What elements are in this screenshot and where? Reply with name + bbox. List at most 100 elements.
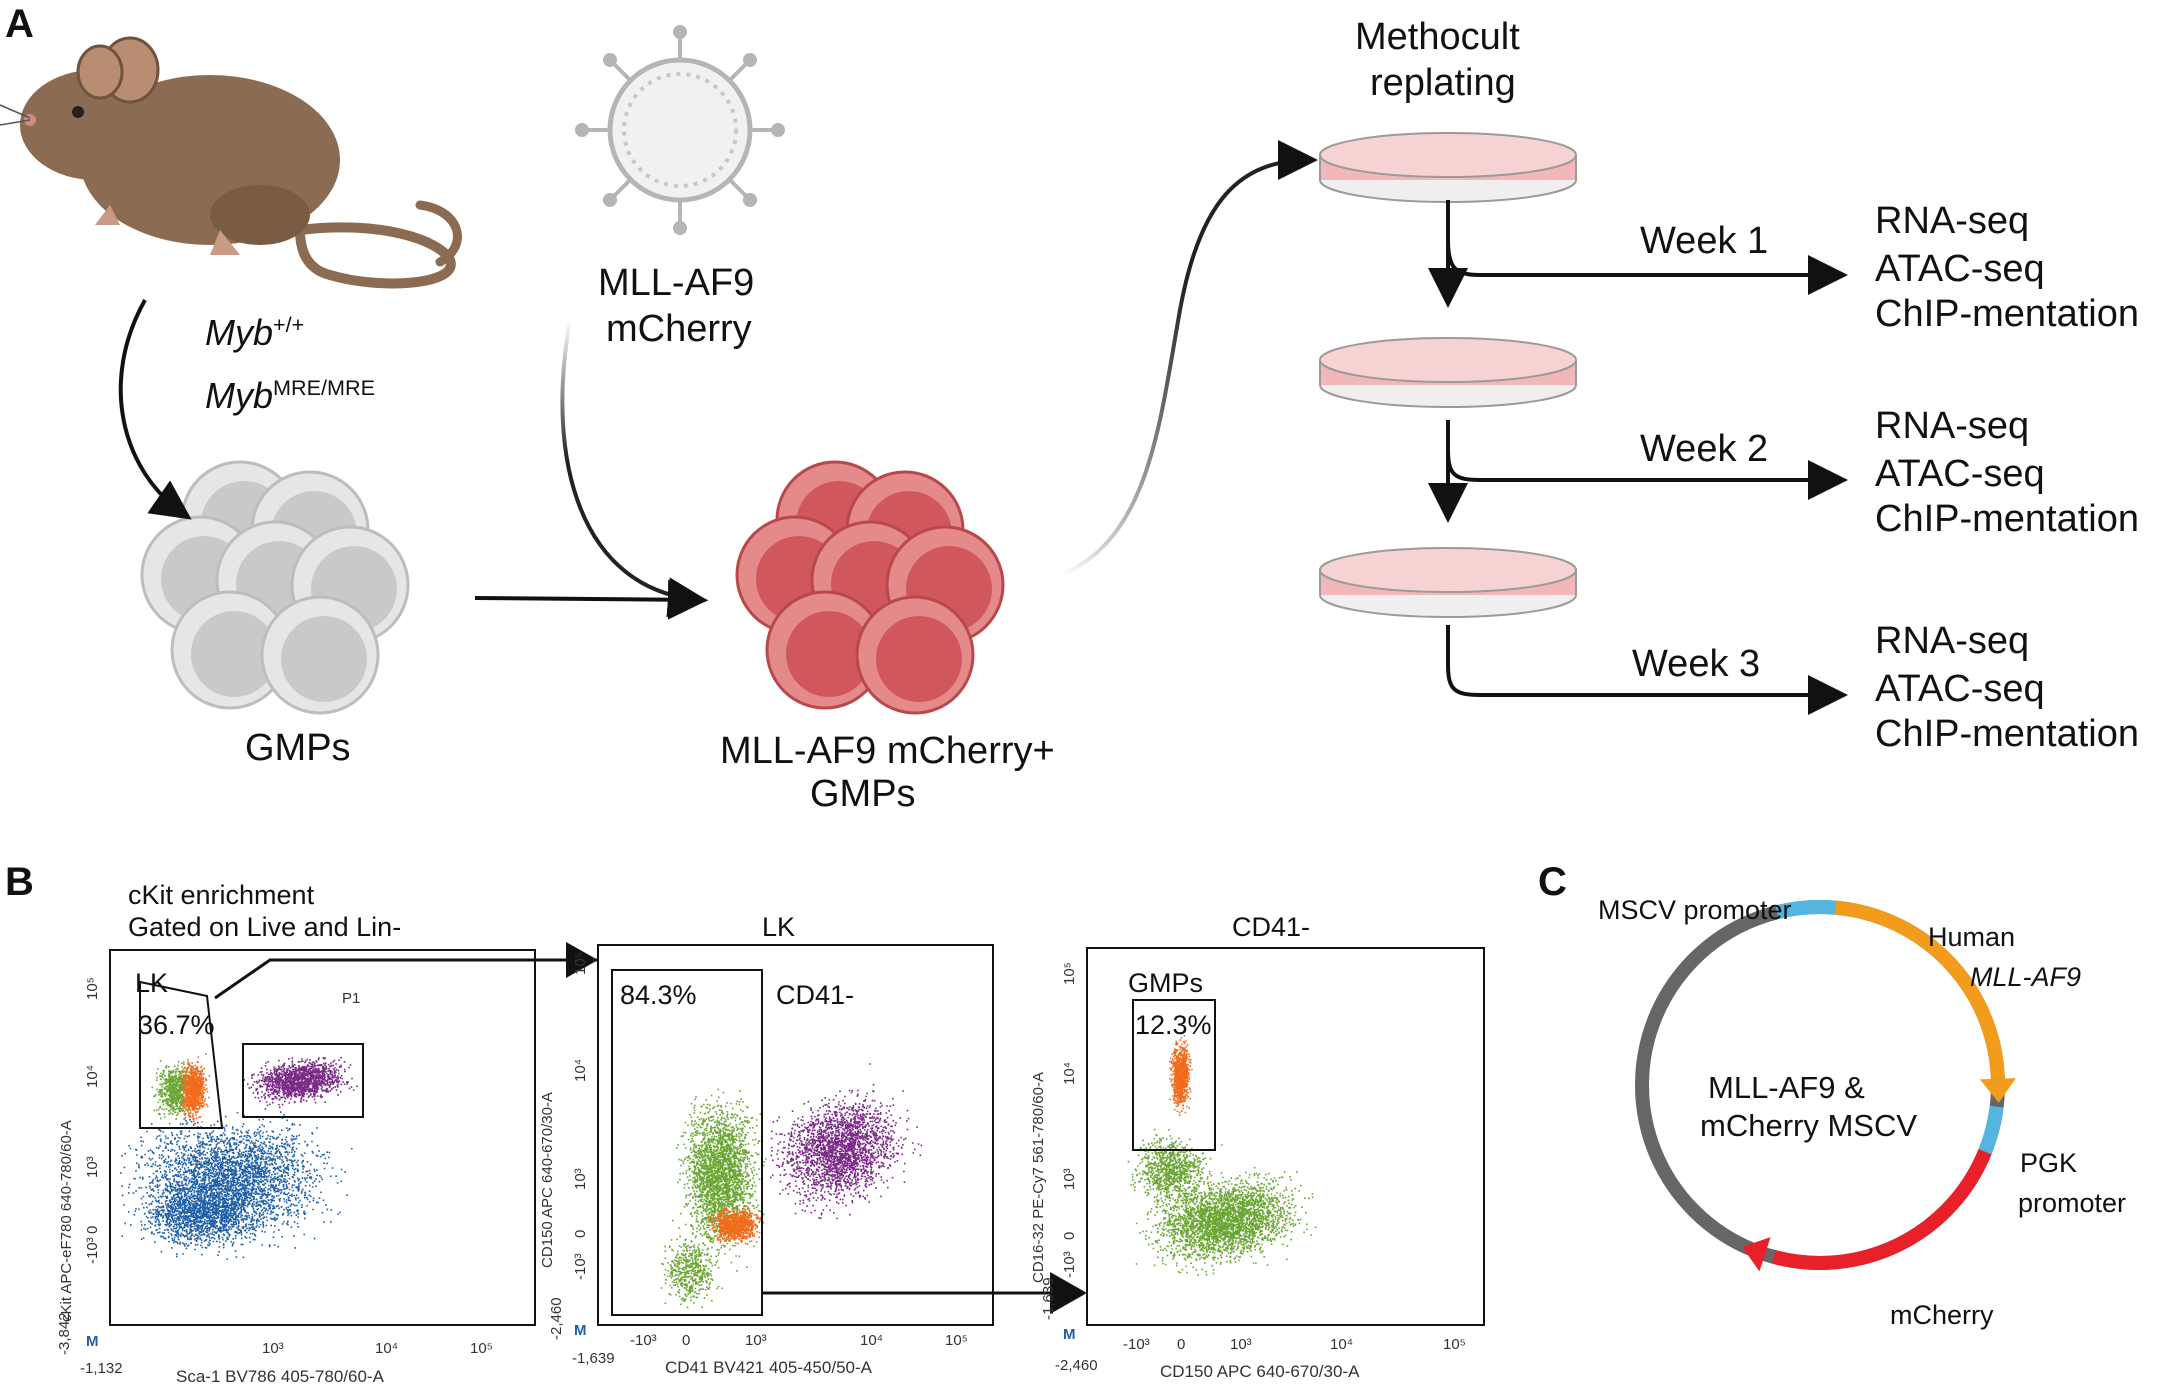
plot3-title: CD41-: [1232, 912, 1311, 942]
plot3-ylabel: CD16-32 PE-Cy7 561-780/60-A: [1030, 1072, 1047, 1283]
plot2-xmin: -1,639: [572, 1350, 615, 1367]
plot1-xlabel: Sca-1 BV786 405-780/60-A: [176, 1367, 384, 1386]
plasmid-center-line2: mCherry MSCV: [1700, 1108, 1918, 1143]
week-2-assay-chip: ChIP-mentation: [1875, 498, 2140, 540]
plot3-gate-name: GMPs: [1128, 968, 1204, 998]
plot2-gate-name: CD41-: [776, 980, 855, 1010]
plot2-title: LK: [762, 912, 796, 942]
plot1-xtick: 10⁵: [470, 1340, 493, 1357]
plot2-ytick: 10⁴: [572, 1058, 589, 1082]
week-1-assay-chip: ChIP-mentation: [1875, 293, 2140, 335]
plot1-ylabel: cKit APC-eF780 640-780/60-A: [58, 1120, 75, 1322]
gate-arrow-lk: [214, 958, 598, 1000]
plot2-ytick: 10³: [572, 1168, 589, 1190]
mll-af9-label: MLL-AF9: [1970, 962, 2082, 992]
plot1-xmin: -1,132: [80, 1360, 123, 1377]
week-2-assay-atac: ATAC-seq: [1875, 453, 2045, 495]
plot1-ytick: 10⁴: [84, 1064, 101, 1088]
virus-label-line1: MLL-AF9: [598, 262, 755, 304]
plot1-ytick: 10³: [84, 1156, 101, 1178]
week-1-assay-rna: RNA-seq: [1875, 200, 2030, 242]
mcherry-label: mCherry: [1890, 1300, 1994, 1330]
plot2-xtick: 10⁴: [860, 1332, 884, 1349]
week-3-assay-rna: RNA-seq: [1875, 620, 2030, 662]
gate-arrowhead-lk: [566, 942, 598, 978]
plot3-ytick: 10⁵: [1061, 962, 1078, 985]
plot3-xtick: 10⁴: [1330, 1336, 1354, 1353]
arrow-virus-to-transduced: [560, 319, 708, 618]
week-1-label: Week 1: [1640, 220, 1769, 262]
plot3-xlabel: CD150 APC 640-670/30-A: [1160, 1362, 1360, 1381]
plot3-gate-pct: 12.3%: [1135, 1010, 1212, 1040]
gate-arrowhead-cd41: [1050, 1272, 1087, 1314]
plot2-gate-pct: 84.3%: [620, 980, 697, 1010]
plasmid-map: [1635, 900, 2016, 1272]
plot1-xtick: 10⁴: [375, 1340, 399, 1357]
flow-plot-2: [597, 944, 994, 1326]
plot2-xtick: -10³: [630, 1332, 657, 1349]
plot3-ytick: 10³: [1061, 1168, 1078, 1190]
mll-af9-cells-icon: [735, 460, 1005, 715]
plot1-gate-lk-pct: 36.7%: [138, 1010, 215, 1040]
plot2-ytick: 0: [572, 1229, 589, 1238]
plot2-ytick: -10³: [572, 1253, 589, 1280]
gmp-cells-icon: [140, 460, 410, 715]
plot1-xtick: 10³: [262, 1340, 284, 1357]
methocult-label-line1: Methocult: [1355, 16, 1520, 58]
flow-plot-1: [109, 949, 536, 1326]
gmps-label: GMPs: [245, 727, 351, 769]
transduced-label-line2: GMPs: [810, 773, 916, 815]
virus-icon: [575, 25, 785, 235]
plot2-xtick: 10⁵: [945, 1332, 968, 1349]
arrow-gmps-to-transduced: [474, 579, 708, 620]
plot2-ytick: 10⁵: [572, 952, 589, 975]
week-3-assay-atac: ATAC-seq: [1875, 668, 2045, 710]
plot2-xlabel: CD41 BV421 405-450/50-A: [665, 1358, 872, 1377]
plot1-header-line2: Gated on Live and Lin-: [128, 912, 402, 942]
plot3-ymin: -1,639: [1040, 1277, 1057, 1320]
plot2-ymin: -2,460: [548, 1297, 565, 1340]
plot1-gate-lk: LK: [135, 968, 169, 998]
plot1-ytick: 0: [84, 1225, 101, 1234]
week-3-assay-chip: ChIP-mentation: [1875, 713, 2140, 755]
plot3-xtick: 0: [1177, 1336, 1186, 1353]
pgk-label: PGK: [2020, 1148, 2078, 1178]
plasmid-center-line1: MLL-AF9 &: [1708, 1070, 1865, 1105]
myb-wt-genotype: Myb+/+: [205, 312, 305, 353]
mscv-promoter-label: MSCV promoter: [1598, 895, 1792, 925]
petri-dishes: [1319, 132, 1577, 618]
arrow-mouse-to-gmps: [118, 299, 192, 520]
panel-label-b: B: [5, 860, 34, 904]
plot3-xtick: 10⁵: [1443, 1336, 1466, 1353]
panel-label-a: A: [5, 2, 34, 46]
week-branches: [1428, 200, 1848, 715]
plot3-xtick: 10³: [1230, 1336, 1252, 1353]
plot1-corner-mark: M: [86, 1333, 99, 1350]
plot2-ylabel: CD150 APC 640-670/30-A: [539, 1092, 556, 1268]
human-label: Human: [1928, 922, 2016, 952]
week-1-assay-atac: ATAC-seq: [1875, 248, 2045, 290]
plot3-corner-mark: M: [1063, 1326, 1076, 1343]
panel-label-c: C: [1538, 860, 1567, 904]
plot2-xtick: 10³: [745, 1332, 767, 1349]
myb-mre-genotype: MybMRE/MRE: [205, 375, 375, 416]
week-2-assay-rna: RNA-seq: [1875, 405, 2030, 447]
flow-plot-3: [1086, 947, 1485, 1326]
week-3-label: Week 3: [1632, 643, 1761, 685]
plot3-xtick: -10³: [1123, 1336, 1150, 1353]
plot1-ymin: -3,842: [56, 1312, 73, 1355]
promoter-label: promoter: [2018, 1188, 2127, 1218]
mouse-icon: [0, 36, 462, 289]
transduced-label-line1: MLL-AF9 mCherry+: [720, 730, 1055, 772]
plot3-xmin: -2,460: [1055, 1357, 1098, 1374]
plot3-ytick: -10³: [1061, 1251, 1078, 1278]
plot1-ytick: 10⁵: [84, 977, 101, 1000]
plot1-header-line1: cKit enrichment: [128, 880, 315, 910]
methocult-label-line2: replating: [1370, 62, 1516, 104]
plot2-xtick: 0: [682, 1332, 691, 1349]
week-2-label: Week 2: [1640, 428, 1769, 470]
plot1-ytick: -10³: [84, 1237, 101, 1264]
plot3-ytick: 10⁴: [1061, 1061, 1078, 1085]
plot3-ytick: 0: [1061, 1231, 1078, 1240]
